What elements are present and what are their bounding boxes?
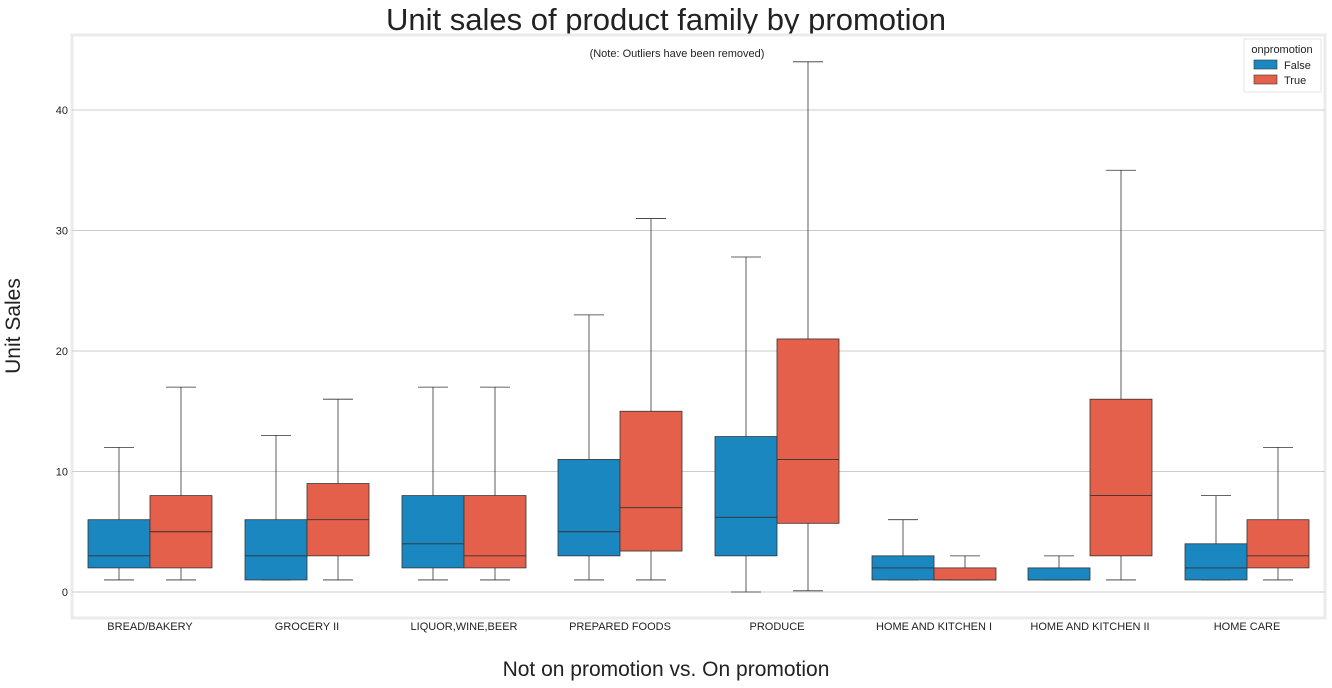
box-true bbox=[306, 398, 370, 581]
box-false bbox=[1184, 495, 1248, 581]
box-body bbox=[1027, 567, 1091, 581]
x-tick-label: GROCERY II bbox=[275, 621, 339, 633]
box-body bbox=[244, 519, 308, 581]
box-body bbox=[1184, 543, 1248, 581]
box-body bbox=[87, 519, 151, 569]
chart-title: Unit sales of product family by promotio… bbox=[386, 2, 946, 37]
box-false bbox=[244, 434, 308, 581]
x-tick-labels: BREAD/BAKERY GROCERY II LIQUOR,WINE,BEER PR… bbox=[107, 621, 1280, 633]
legend-title: onpromotion bbox=[1251, 44, 1312, 56]
box-false bbox=[714, 256, 778, 593]
x-tick-label: HOME CARE bbox=[1214, 621, 1281, 633]
box-false bbox=[871, 519, 935, 581]
box-body bbox=[463, 495, 527, 569]
box-true bbox=[1246, 446, 1310, 581]
x-axis-label: Not on promotion vs. On promotion bbox=[502, 658, 830, 681]
box-false bbox=[87, 446, 151, 581]
y-tick-label: 40 bbox=[56, 105, 68, 117]
outlier-note: (Note: Outliers have been removed) bbox=[590, 48, 765, 60]
x-tick-label: HOME AND KITCHEN I bbox=[876, 621, 992, 633]
box-body bbox=[1246, 519, 1310, 569]
legend-swatch-false bbox=[1253, 59, 1278, 70]
box-true bbox=[463, 386, 527, 581]
box-false bbox=[557, 314, 621, 581]
box-false bbox=[401, 386, 465, 581]
legend-label-false: False bbox=[1284, 60, 1311, 72]
legend: onpromotion False True bbox=[1243, 38, 1322, 93]
x-tick-label: PREPARED FOODS bbox=[569, 621, 671, 633]
box-body bbox=[557, 459, 621, 557]
box-body bbox=[619, 410, 683, 552]
legend-swatch-true bbox=[1253, 74, 1278, 85]
y-tick-label: 20 bbox=[56, 346, 68, 358]
box-false bbox=[1027, 555, 1091, 581]
box-true bbox=[776, 61, 840, 592]
y-tick-label: 0 bbox=[62, 587, 68, 599]
x-tick-label: BREAD/BAKERY bbox=[107, 621, 193, 633]
box-true bbox=[619, 218, 683, 581]
box-body bbox=[714, 436, 778, 557]
plot-area-border bbox=[70, 33, 1327, 620]
box-body bbox=[1089, 398, 1153, 557]
box-true bbox=[1089, 169, 1153, 581]
legend-label-true: True bbox=[1284, 75, 1306, 87]
box-true bbox=[149, 386, 213, 581]
y-tick-label: 30 bbox=[56, 226, 68, 238]
x-tick-label: PRODUCE bbox=[749, 621, 804, 633]
x-tick-label: HOME AND KITCHEN II bbox=[1030, 621, 1149, 633]
box-body bbox=[933, 567, 997, 581]
y-tick-label: 10 bbox=[56, 467, 68, 479]
box-true bbox=[933, 555, 997, 581]
boxes bbox=[87, 61, 1310, 593]
box-body bbox=[401, 495, 465, 569]
box-body bbox=[776, 338, 840, 524]
y-tick-labels: 0 10 20 30 40 bbox=[56, 105, 68, 599]
x-tick-label: LIQUOR,WINE,BEER bbox=[411, 621, 518, 633]
